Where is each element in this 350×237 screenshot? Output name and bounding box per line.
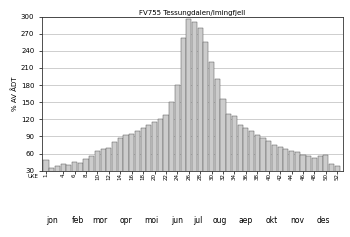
Text: UKE: UKE <box>28 174 38 179</box>
Bar <box>289 151 294 188</box>
Bar <box>158 119 163 188</box>
Bar <box>306 156 311 188</box>
Bar <box>49 168 54 188</box>
Bar <box>129 134 134 188</box>
Bar <box>175 85 180 188</box>
Bar <box>100 149 106 188</box>
Text: okt: okt <box>266 216 278 225</box>
Bar <box>198 28 203 188</box>
Text: nov: nov <box>290 216 304 225</box>
Y-axis label: % AV ÅDT: % AV ÅDT <box>12 76 18 111</box>
Bar <box>140 128 146 188</box>
Bar <box>152 122 157 188</box>
Bar <box>335 166 340 188</box>
Bar <box>106 148 111 188</box>
Text: mor: mor <box>93 216 108 225</box>
Bar <box>209 62 214 188</box>
Bar <box>278 147 283 188</box>
Bar <box>181 38 186 188</box>
Bar <box>312 158 317 188</box>
Bar <box>295 152 300 188</box>
Bar <box>203 42 209 188</box>
Bar <box>249 131 254 188</box>
Bar <box>89 156 94 188</box>
Bar <box>215 79 220 188</box>
Bar <box>317 156 323 188</box>
Bar <box>61 164 66 188</box>
Bar <box>226 114 231 188</box>
Bar <box>260 137 266 188</box>
Bar <box>186 19 191 188</box>
Bar <box>95 151 100 188</box>
Text: jun: jun <box>172 216 183 225</box>
Title: FV755 Tessungdalen/Imingfjell: FV755 Tessungdalen/Imingfjell <box>139 9 246 15</box>
Bar <box>83 159 89 188</box>
Bar <box>300 155 306 188</box>
Bar <box>272 145 277 188</box>
Bar <box>72 162 77 188</box>
Text: jon: jon <box>46 216 58 225</box>
Bar <box>323 155 328 188</box>
Bar <box>124 135 128 188</box>
Text: aep: aep <box>239 216 253 225</box>
Bar <box>232 116 237 188</box>
Bar <box>112 142 117 188</box>
Bar <box>146 125 152 188</box>
Bar <box>43 160 49 188</box>
Bar <box>220 99 226 188</box>
Bar <box>163 115 168 188</box>
Text: des: des <box>316 216 330 225</box>
Text: moi: moi <box>145 216 159 225</box>
Bar <box>135 131 140 188</box>
Bar <box>192 22 197 188</box>
Text: jul: jul <box>193 216 202 225</box>
Bar <box>266 141 271 188</box>
Bar <box>169 102 174 188</box>
Bar <box>283 149 288 188</box>
Bar <box>329 164 334 188</box>
Bar <box>55 166 60 188</box>
Text: feb: feb <box>71 216 84 225</box>
Bar <box>66 165 71 188</box>
Bar <box>255 135 260 188</box>
Text: opr: opr <box>120 216 132 225</box>
Bar <box>243 128 248 188</box>
Text: oug: oug <box>213 216 228 225</box>
Bar <box>78 163 83 188</box>
Bar <box>238 125 243 188</box>
Bar <box>118 137 123 188</box>
